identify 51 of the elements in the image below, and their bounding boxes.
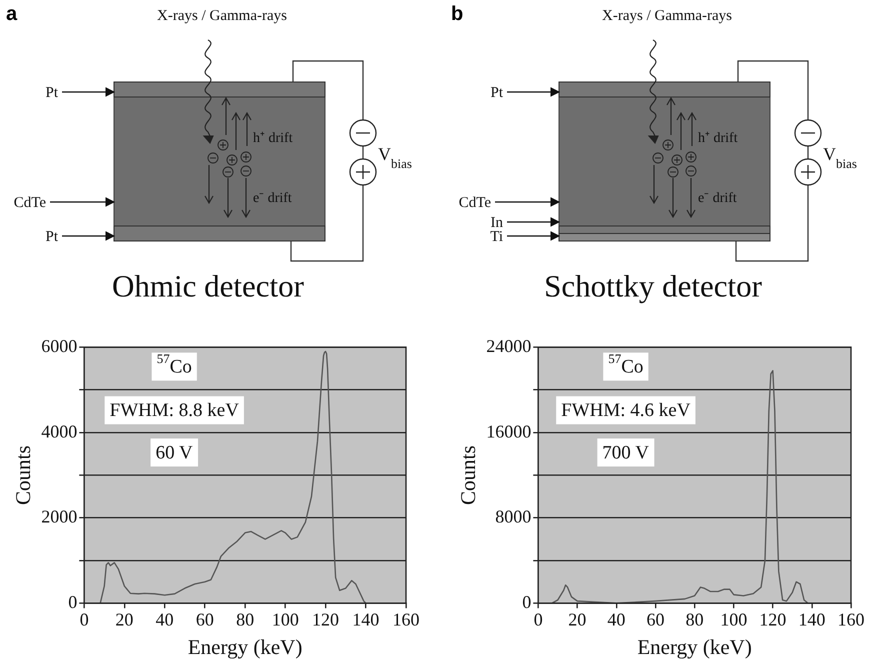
y-tick-label: 16000 bbox=[486, 421, 532, 442]
x-tick-label: 140 bbox=[352, 610, 380, 630]
x-tick-label: 100 bbox=[272, 610, 299, 630]
x-tick-label: 40 bbox=[607, 610, 626, 630]
y-axis-title: Counts bbox=[11, 445, 36, 505]
text: h⁺ drift bbox=[253, 131, 293, 146]
y-tick-label: 2000 bbox=[41, 506, 78, 527]
text: In bbox=[490, 215, 504, 231]
x-tick-label: 20 bbox=[568, 610, 586, 630]
chart-title: Schottky detector bbox=[544, 268, 763, 304]
y-tick-label: 6000 bbox=[41, 336, 78, 356]
x-tick-label: 120 bbox=[759, 610, 786, 630]
text: Pt bbox=[45, 229, 59, 245]
annotation: FWHM: 4.6 keV bbox=[561, 400, 691, 422]
y-tick-label: 0 bbox=[522, 592, 532, 612]
chart-title: Ohmic detector bbox=[112, 268, 305, 304]
annotation: 60 V bbox=[156, 442, 193, 464]
text: a bbox=[6, 3, 18, 25]
x-tick-label: 60 bbox=[196, 610, 214, 630]
x-tick-label: 160 bbox=[392, 610, 420, 630]
x-tick-label: 40 bbox=[156, 610, 174, 630]
y-axis-title: Counts bbox=[456, 445, 480, 505]
text: V$_{bias}$ bbox=[378, 144, 412, 170]
annotation: FWHM: 8.8 keV bbox=[110, 400, 240, 422]
y-tick-label: 24000 bbox=[486, 336, 532, 356]
x-tick-label: 140 bbox=[798, 610, 826, 630]
text: e⁻ drift bbox=[253, 191, 292, 206]
text: Ti bbox=[490, 229, 503, 245]
text: X-rays / Gamma-rays bbox=[602, 8, 732, 24]
annotation: 700 V bbox=[602, 442, 650, 464]
text: e⁻ drift bbox=[698, 191, 737, 206]
x-tick-label: 20 bbox=[115, 610, 134, 630]
x-axis-title: Energy (keV) bbox=[637, 634, 752, 659]
x-tick-label: 120 bbox=[312, 610, 340, 630]
x-tick-label: 80 bbox=[236, 610, 254, 630]
text: CdTe bbox=[14, 195, 46, 211]
text: Pt bbox=[490, 85, 504, 101]
text: b bbox=[451, 3, 464, 25]
x-tick-label: 80 bbox=[686, 610, 704, 630]
text: V$_{bias}$ bbox=[823, 144, 857, 170]
x-axis-title: Energy (keV) bbox=[188, 634, 302, 659]
text: CdTe bbox=[458, 195, 492, 211]
x-tick-label: 100 bbox=[720, 610, 748, 630]
text: h⁺ drift bbox=[698, 131, 738, 146]
y-tick-label: 4000 bbox=[41, 421, 78, 442]
text: X-rays / Gamma-rays bbox=[157, 8, 288, 24]
x-tick-label: 60 bbox=[646, 610, 664, 630]
y-tick-label: 8000 bbox=[495, 506, 532, 527]
x-tick-label: 160 bbox=[838, 610, 864, 630]
text: Pt bbox=[45, 85, 59, 101]
y-tick-label: 0 bbox=[68, 592, 78, 612]
